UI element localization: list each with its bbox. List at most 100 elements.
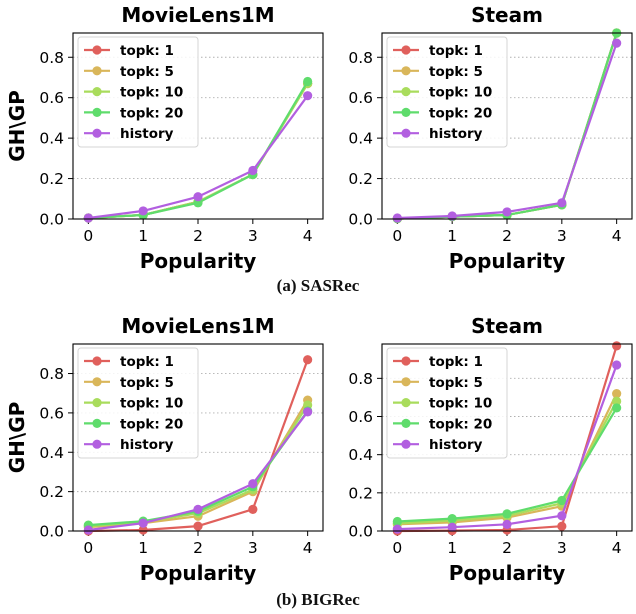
legend-label: topk: 20 (120, 105, 183, 121)
y-tick-label: 0.2 (39, 483, 64, 501)
caption-bigrec: (b) BIGRec (276, 590, 360, 609)
y-tick-label: 0.0 (348, 523, 373, 541)
x-tick-label: 2 (193, 227, 203, 245)
legend-marker (92, 439, 102, 449)
x-tick-label: 3 (557, 539, 567, 557)
data-point (83, 525, 93, 535)
legend-label: history (120, 126, 174, 142)
x-tick-label: 3 (248, 227, 258, 245)
legend-marker (401, 418, 411, 428)
data-point (138, 206, 148, 216)
data-point (447, 211, 457, 221)
y-tick-label: 0.2 (348, 484, 373, 502)
legend-label: topk: 5 (429, 64, 483, 80)
legend-label: topk: 1 (120, 354, 174, 370)
legend-box (386, 347, 508, 459)
data-point (392, 516, 402, 527)
chart-panel-0: 0.0 0.2 0.4 0.6 0.8 0 1 2 3 4 MovieLens1M Popularit… (5, 3, 324, 273)
data-point (248, 479, 258, 489)
data-point (303, 355, 313, 365)
legend-label: history (429, 126, 483, 142)
legend-label: topk: 20 (120, 416, 183, 432)
legend-marker (401, 128, 411, 138)
data-point (612, 389, 622, 399)
x-tick-label: 0 (83, 227, 93, 245)
legend-marker (92, 66, 102, 76)
chart-title: Steam (471, 3, 543, 27)
data-point (557, 511, 567, 521)
legend-label: topk: 5 (120, 64, 174, 80)
legend-marker (401, 398, 411, 408)
x-tick-label: 2 (193, 539, 203, 557)
x-tick-label: 3 (248, 539, 258, 557)
x-axis-label: Popularity (140, 249, 257, 273)
data-point (248, 504, 258, 514)
data-point (248, 165, 258, 176)
plot-frame (72, 343, 324, 532)
data-point (557, 521, 567, 531)
legend-label: topk: 1 (429, 354, 483, 370)
legend-marker (92, 418, 102, 428)
y-tick-label: 0.0 (39, 211, 64, 229)
legend-label: topk: 20 (429, 416, 492, 432)
x-tick-label: 2 (502, 539, 512, 557)
y-tick-label: 0.4 (39, 444, 64, 462)
plot-frame (72, 32, 324, 220)
legend-marker (401, 107, 411, 117)
x-tick-label: 0 (83, 539, 93, 557)
chart-panel-3: 0.0 0.2 0.4 0.6 0.8 0 1 2 3 4 Steam Popularity topk:… (348, 314, 633, 585)
plot-frame (381, 32, 633, 220)
legend-box (386, 36, 508, 148)
y-tick-label: 0.6 (39, 404, 64, 422)
plot-frame (381, 343, 633, 532)
data-point (612, 38, 622, 48)
chart-title: MovieLens1M (121, 3, 274, 27)
data-point (557, 495, 567, 506)
data-point (138, 525, 148, 535)
legend-label: topk: 10 (429, 85, 492, 101)
y-tick-label: 0.8 (39, 49, 64, 67)
legend-label: topk: 10 (120, 396, 183, 412)
y-tick-label: 0.0 (348, 211, 373, 229)
x-tick-label: 4 (612, 227, 622, 245)
data-point (83, 213, 93, 223)
data-point (303, 76, 313, 87)
x-tick-label: 3 (557, 227, 567, 245)
legend-marker (92, 398, 102, 408)
chart-title: Steam (471, 314, 543, 338)
x-tick-label: 4 (303, 539, 313, 557)
data-point (392, 524, 402, 534)
data-point (612, 403, 622, 413)
legend-marker (92, 356, 102, 366)
legend-marker (92, 45, 102, 55)
data-point (612, 360, 622, 370)
data-point (502, 207, 512, 217)
chart-panel-1: 0.0 0.2 0.4 0.6 0.8 0 1 2 3 4 Steam Popularity topk:… (348, 3, 633, 273)
data-point (447, 513, 457, 524)
y-tick-label: 0.6 (348, 408, 373, 426)
x-axis-label: Popularity (449, 249, 566, 273)
y-tick-label: 0.6 (39, 89, 64, 107)
data-point (303, 407, 313, 417)
legend-box (77, 36, 199, 148)
x-tick-label: 1 (447, 227, 457, 245)
data-point (502, 509, 512, 519)
caption-sasrec: (a) SASRec (276, 276, 360, 295)
legend-marker (401, 439, 411, 449)
y-axis-label: GH\GP (5, 90, 29, 162)
x-tick-label: 2 (502, 227, 512, 245)
legend-marker (401, 377, 411, 387)
data-point (392, 213, 402, 223)
legend-label: topk: 1 (429, 43, 483, 59)
legend-marker (401, 45, 411, 55)
legend-label: topk: 1 (120, 43, 174, 59)
legend-label: history (429, 437, 483, 453)
legend-marker (92, 377, 102, 387)
legend-marker (401, 356, 411, 366)
y-axis-label: GH\GP (5, 402, 29, 474)
y-tick-label: 0.8 (348, 370, 373, 388)
chart-panel-2: 0.0 0.2 0.4 0.6 0.8 0 1 2 3 4 MovieLens1M Popularit… (5, 314, 324, 585)
legend-marker (401, 87, 411, 97)
legend-marker (401, 66, 411, 76)
